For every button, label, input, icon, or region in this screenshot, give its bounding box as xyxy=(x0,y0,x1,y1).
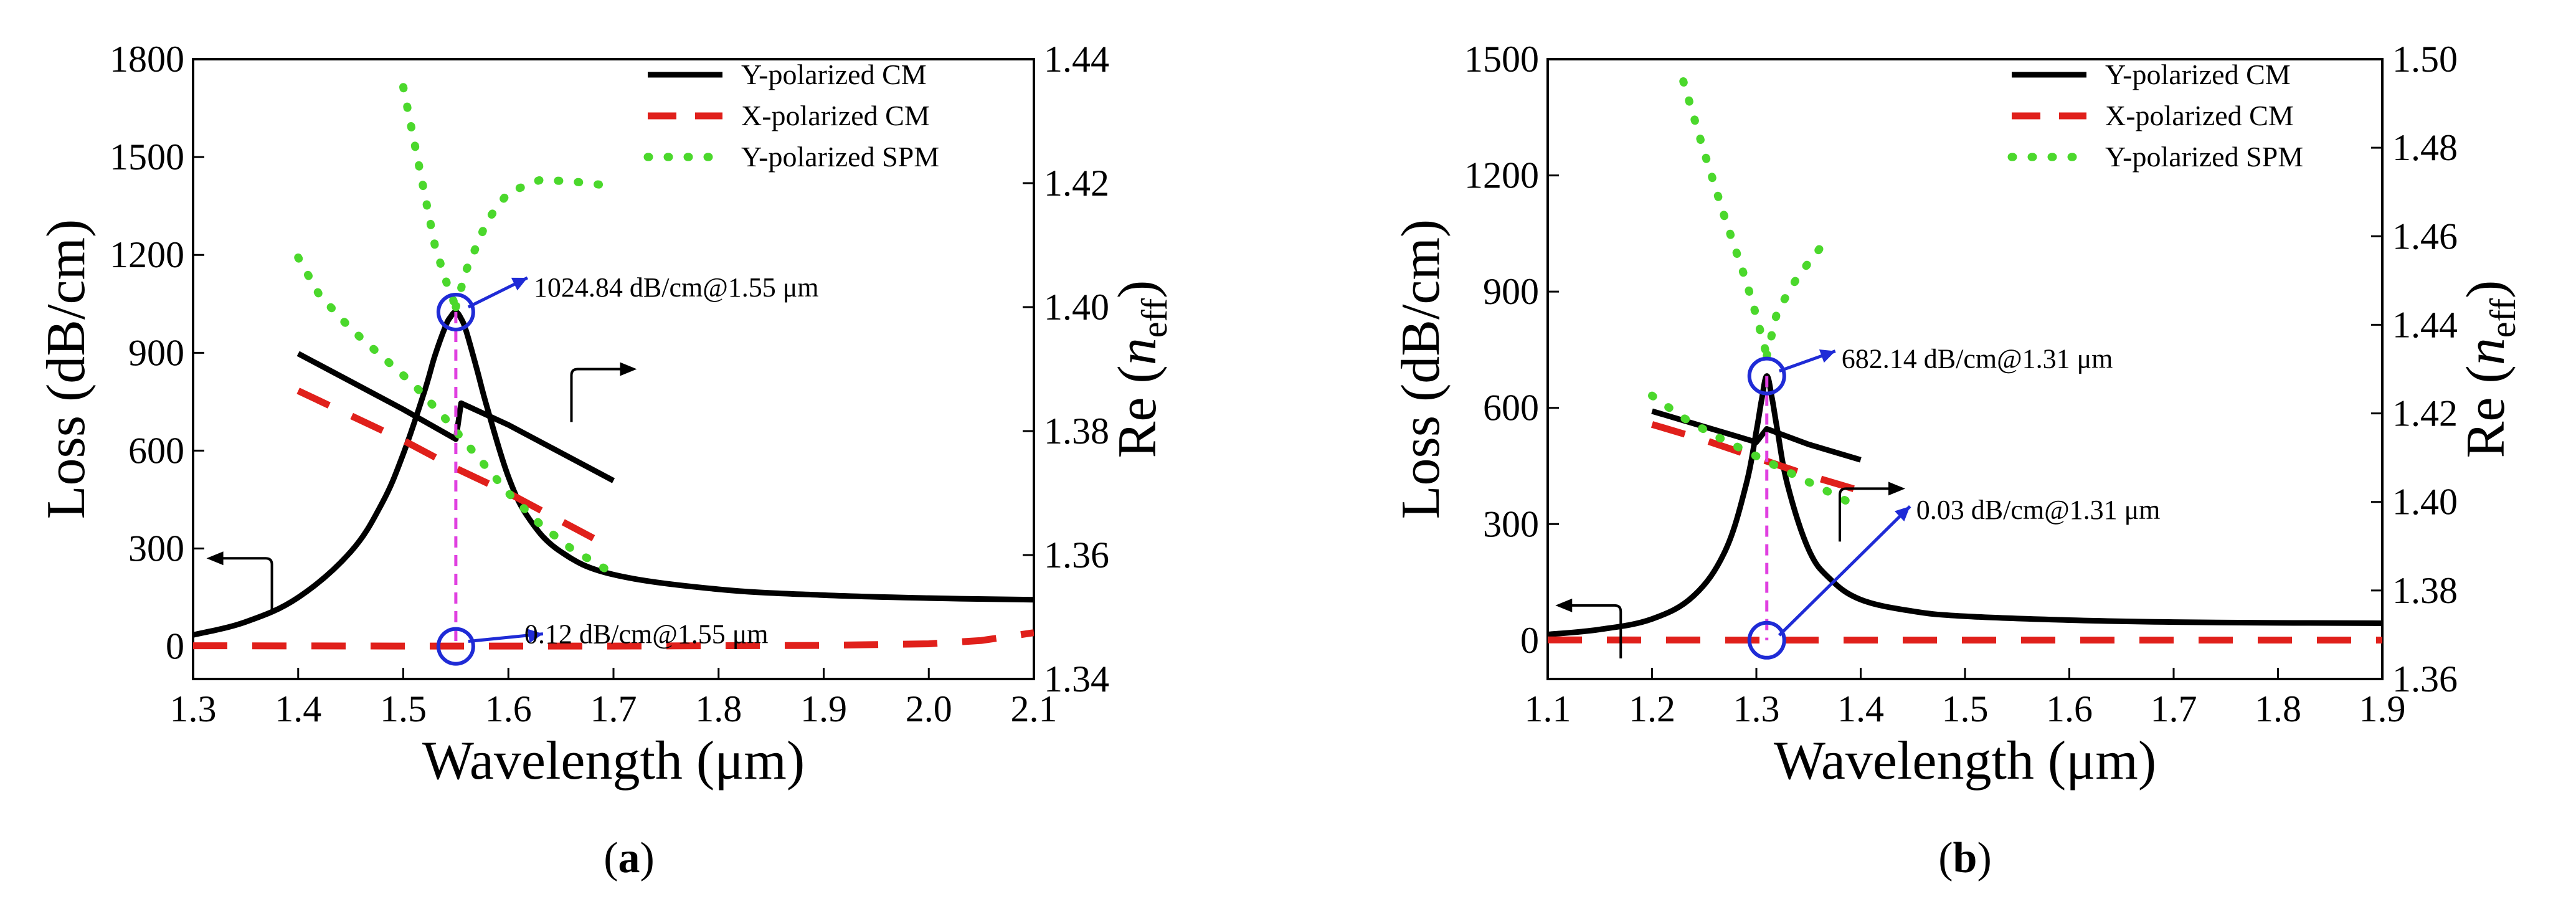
series-line-y-polarized-spm-re-neff- xyxy=(452,176,618,311)
legend-label: X-polarized CM xyxy=(2105,100,2294,131)
chart-panel-b: 1.1 1.2 1.3 1.4 1.5 1.6 1.7 1.8 1.9 0 300 600 900 120… xyxy=(1391,39,2523,882)
series-line-y-polarized-cm-loss xyxy=(193,309,1034,638)
legend-label: Y-polarized SPM xyxy=(741,141,939,173)
series-line-y-polarized-spm-re-neff- xyxy=(1679,77,1771,360)
y-tick-label: 300 xyxy=(128,528,184,569)
annotation-label: 1024.84 dB/cm@1.55 μm xyxy=(534,272,819,303)
y2-tick-label: 1.38 xyxy=(1044,411,1109,452)
legend-label: Y-polarized CM xyxy=(2105,59,2291,90)
x-tick-label: 1.5 xyxy=(380,688,427,729)
x-tick-label: 1.8 xyxy=(2255,688,2301,729)
annotation-arrowhead xyxy=(1819,349,1835,363)
x-tick-label: 1.4 xyxy=(275,688,321,729)
y2-tick-label: 1.40 xyxy=(1044,287,1109,328)
annotation-marker-circle xyxy=(436,292,475,331)
series-line-y-polarized-spm-re-neff- xyxy=(294,253,618,578)
y2-tick-label: 1.44 xyxy=(1044,39,1109,80)
y-tick-label: 900 xyxy=(1483,271,1539,312)
axis-indicator-arrowhead xyxy=(1888,482,1905,496)
series-line-x-polarized-cm-loss xyxy=(193,629,1034,650)
y2-tick-label: 1.50 xyxy=(2392,39,2458,80)
x-tick-label: 1.4 xyxy=(1837,688,1884,729)
x-tick-label: 1.7 xyxy=(2151,688,2197,729)
x-tick-label: 2.1 xyxy=(1011,688,1058,729)
legend-label: Y-polarized CM xyxy=(741,59,927,90)
annotation-marker-circle xyxy=(1747,620,1786,660)
annotation-label: 0.12 dB/cm@1.55 μm xyxy=(524,619,769,650)
axis-indicator-left xyxy=(1568,604,1622,658)
x-axis-title: Wavelength (μm) xyxy=(422,731,805,791)
legend-label: Y-polarized SPM xyxy=(2105,141,2303,173)
axis-indicator-left xyxy=(219,557,273,612)
y2-axis-title: Re (neff) xyxy=(1107,280,1175,458)
panel-caption: (a) xyxy=(604,834,655,882)
axis-indicator-right xyxy=(1839,487,1893,542)
x-tick-label: 1.9 xyxy=(800,688,847,729)
series-line-y-polarized-spm-re-neff- xyxy=(1648,391,1865,513)
axis-indicator-arrowhead xyxy=(620,362,637,376)
x-tick-label: 2.0 xyxy=(906,688,952,729)
y2-tick-label: 1.46 xyxy=(2392,216,2458,257)
axis-indicator-right xyxy=(570,368,625,422)
y-axis-title: Loss (dB/cm) xyxy=(1391,219,1451,520)
y2-tick-label: 1.34 xyxy=(1044,658,1109,700)
y2-tick-label: 1.40 xyxy=(2392,482,2458,523)
data-layer xyxy=(1548,77,2382,643)
y-tick-label: 1200 xyxy=(1464,155,1539,196)
y2-tick-label: 1.48 xyxy=(2392,127,2458,168)
annotation-arrowhead xyxy=(511,277,528,291)
annotation-arrowhead xyxy=(1894,506,1910,522)
y-tick-label: 1200 xyxy=(110,234,184,275)
y-tick-label: 600 xyxy=(1483,387,1539,429)
x-tick-label: 1.2 xyxy=(1629,688,1675,729)
y-tick-label: 1500 xyxy=(1464,39,1539,80)
x-tick-label: 1.1 xyxy=(1525,688,1571,729)
y-tick-label: 0 xyxy=(1520,620,1539,661)
annotation-label: 0.03 dB/cm@1.31 μm xyxy=(1916,495,2161,525)
series-line-y-polarized-spm-re-neff- xyxy=(399,83,460,311)
annotation-marker-circle xyxy=(436,627,475,666)
x-tick-label: 1.6 xyxy=(485,688,532,729)
y2-tick-label: 1.36 xyxy=(2392,658,2458,700)
series-line-y-polarized-cm-re-neff- xyxy=(1651,408,1862,463)
x-tick-label: 1.5 xyxy=(1942,688,1989,729)
y2-tick-label: 1.44 xyxy=(2392,304,2458,345)
series-line-y-polarized-cm-re-neff- xyxy=(296,351,615,483)
annotation-arrow xyxy=(1778,505,1911,637)
y-tick-label: 600 xyxy=(128,430,184,471)
y-axis-title: Loss (dB/cm) xyxy=(36,219,97,520)
axis-indicator-arrowhead xyxy=(206,551,224,566)
chart-panel-a: 1.3 1.4 1.5 1.6 1.7 1.8 1.9 2.0 2.1 0 300 600 900 120… xyxy=(36,39,1175,882)
annotation-marker-circle xyxy=(1747,356,1786,396)
x-tick-label: 1.9 xyxy=(2359,688,2406,729)
y2-tick-label: 1.36 xyxy=(1044,534,1109,576)
annotation-arrowhead xyxy=(528,629,543,643)
x-tick-label: 1.3 xyxy=(1733,688,1780,729)
x-tick-label: 1.8 xyxy=(695,688,742,729)
y-tick-label: 1800 xyxy=(110,39,184,80)
y-tick-label: 0 xyxy=(166,626,184,667)
y2-tick-label: 1.42 xyxy=(2392,393,2458,434)
x-tick-label: 1.7 xyxy=(590,688,637,729)
y-tick-label: 1500 xyxy=(110,136,184,178)
panel-caption: (b) xyxy=(1938,834,1992,882)
x-tick-label: 1.6 xyxy=(2046,688,2093,729)
y2-axis-title: Re (neff) xyxy=(2456,280,2523,458)
y2-tick-label: 1.42 xyxy=(1044,163,1109,204)
axis-indicator-arrowhead xyxy=(1555,598,1573,612)
x-tick-label: 1.3 xyxy=(170,688,217,729)
y-tick-label: 900 xyxy=(128,332,184,373)
x-axis-title: Wavelength (μm) xyxy=(1774,731,2156,791)
series-line-x-polarized-cm-re-neff- xyxy=(1650,421,1862,495)
series-line-y-polarized-spm-re-neff- xyxy=(1763,232,1834,360)
y2-tick-label: 1.38 xyxy=(2392,570,2458,611)
legend-label: X-polarized CM xyxy=(741,100,930,131)
annotation-label: 682.14 dB/cm@1.31 μm xyxy=(1842,344,2113,374)
y-tick-label: 300 xyxy=(1483,503,1539,544)
